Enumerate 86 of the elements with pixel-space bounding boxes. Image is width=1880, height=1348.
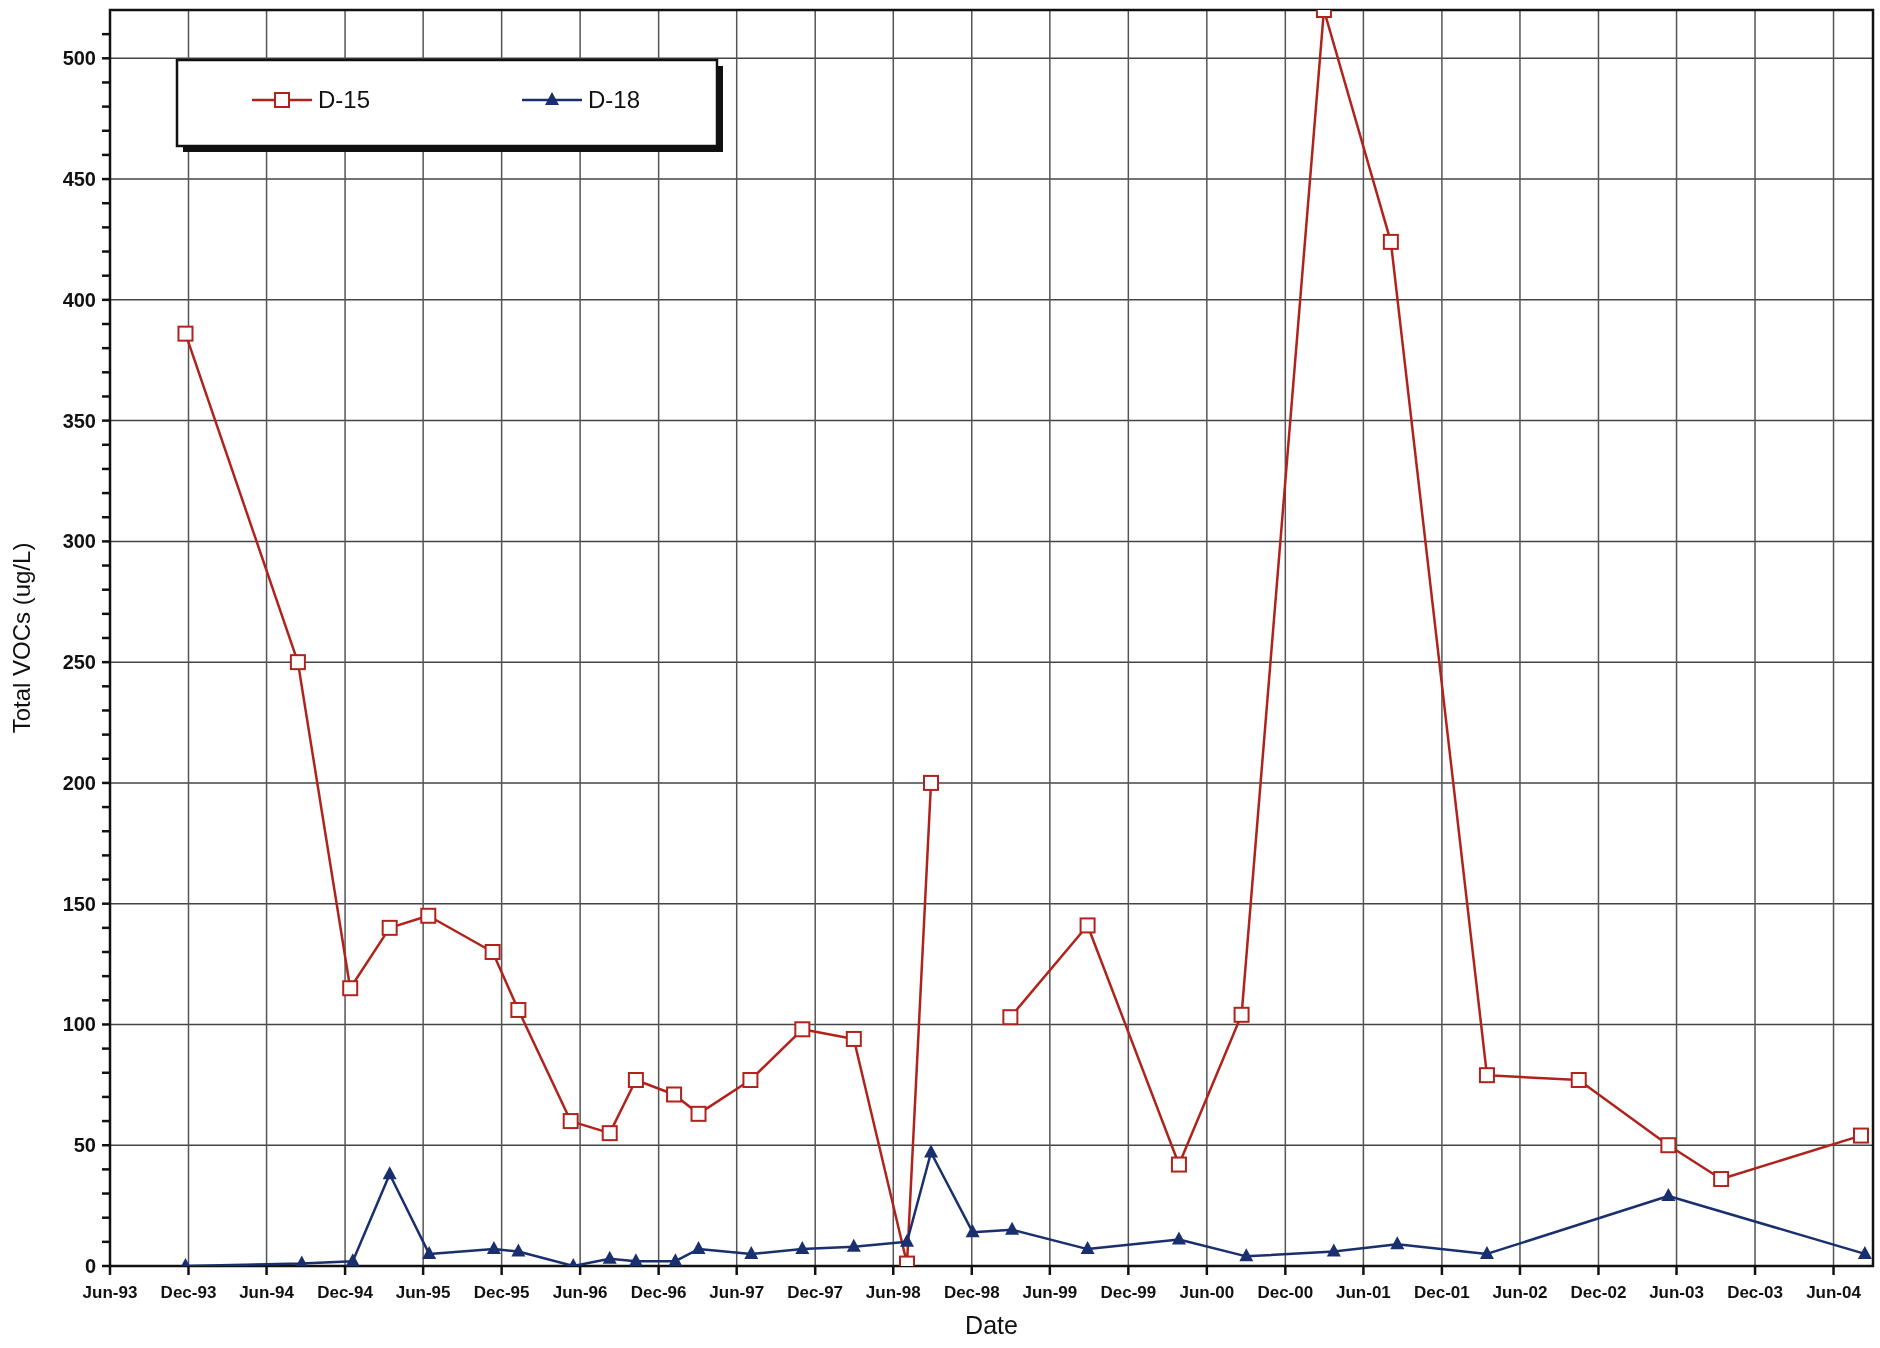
x-tick-label: Dec-02: [1570, 1283, 1627, 1302]
x-tick-label: Jun-03: [1649, 1283, 1704, 1302]
point: [602, 1250, 617, 1264]
point: [1390, 1236, 1405, 1250]
x-tick-label: Jun-02: [1492, 1283, 1548, 1302]
point: [562, 1113, 579, 1130]
x-tick-label: Jun-00: [1179, 1283, 1235, 1302]
y-tick-label: 0: [84, 1255, 96, 1277]
point: [1478, 1067, 1495, 1084]
point: [668, 1253, 683, 1266]
x-tick-label: Jun-04: [1806, 1283, 1862, 1302]
point: [845, 1030, 862, 1047]
point: [1171, 1231, 1186, 1245]
x-tick-label: Dec-97: [787, 1283, 844, 1302]
x-tick-label: Dec-93: [160, 1283, 217, 1302]
x-tick-label: Jun-99: [1022, 1283, 1078, 1302]
y-tick-label: 200: [62, 771, 96, 794]
x-tick-label: Jun-98: [865, 1283, 921, 1302]
point: [1239, 1248, 1254, 1262]
x-tick-label: Jun-97: [709, 1283, 765, 1302]
y-tick-label: 450: [62, 168, 96, 191]
point: [900, 1233, 914, 1247]
x-tick-label: Dec-99: [1100, 1283, 1157, 1302]
point: [795, 1241, 810, 1255]
point: [628, 1253, 643, 1266]
point: [1002, 1009, 1019, 1026]
point: [924, 1144, 939, 1158]
point: [744, 1245, 759, 1259]
x-tick-label: Jun-96: [552, 1283, 608, 1302]
point: [484, 944, 501, 960]
x-tick-label: Dec-96: [630, 1283, 687, 1302]
point: [923, 774, 940, 791]
point: [690, 1105, 707, 1122]
point: [1005, 1221, 1020, 1235]
y-tick-label: 300: [62, 530, 96, 553]
legend-label: D-18: [588, 86, 641, 114]
point: [1713, 1171, 1730, 1188]
x-tick-label: Jun-95: [395, 1283, 451, 1302]
point: [1852, 1127, 1869, 1144]
point: [1570, 1072, 1587, 1089]
point: [1857, 1245, 1872, 1259]
y-tick-label: 100: [62, 1013, 96, 1036]
x-tick-label: Dec-98: [943, 1283, 1000, 1302]
point: [742, 1072, 759, 1089]
x-tick-label: Dec-00: [1257, 1283, 1314, 1302]
x-tick-label: Jun-93: [82, 1283, 138, 1302]
x-axis-title: Date: [965, 1311, 1018, 1339]
x-tick-label: Dec-03: [1727, 1283, 1783, 1302]
point: [342, 980, 359, 997]
point: [511, 1243, 526, 1257]
point: [1170, 1156, 1187, 1173]
point: [382, 1166, 397, 1180]
point: [422, 1245, 437, 1259]
y-tick-label: 250: [62, 651, 96, 674]
point: [345, 1253, 360, 1266]
point: [1326, 1243, 1341, 1257]
x-tick-label: Jun-94: [239, 1283, 295, 1302]
point: [1660, 1137, 1677, 1154]
point: [381, 919, 398, 936]
point: [1080, 1241, 1095, 1255]
x-tick-label: Dec-01: [1414, 1283, 1470, 1302]
point: [965, 1224, 980, 1238]
point: [1079, 917, 1096, 934]
x-tick-label: Dec-95: [473, 1283, 530, 1302]
point: [1661, 1187, 1676, 1201]
point: [666, 1086, 683, 1103]
y-tick-label: 50: [73, 1134, 96, 1157]
point: [420, 907, 437, 924]
y-tick-label: 150: [62, 892, 96, 915]
y-axis-title: Total VOCs (ug/L): [8, 542, 35, 734]
point: [1479, 1245, 1494, 1259]
point: [289, 654, 306, 671]
point: [846, 1238, 861, 1252]
point: [794, 1021, 811, 1038]
point: [510, 1001, 527, 1018]
point: [486, 1241, 501, 1255]
y-tick-label: 500: [62, 47, 96, 70]
x-tick-label: Jun-01: [1336, 1283, 1391, 1302]
x-tick-label: Dec-94: [317, 1283, 374, 1302]
point: [627, 1072, 644, 1089]
y-tick-label: 350: [62, 409, 96, 432]
legend-label: D-15: [318, 86, 371, 114]
y-tick-label: 400: [62, 288, 96, 311]
point: [1233, 1006, 1250, 1023]
point: [601, 1125, 618, 1142]
point: [691, 1241, 706, 1255]
